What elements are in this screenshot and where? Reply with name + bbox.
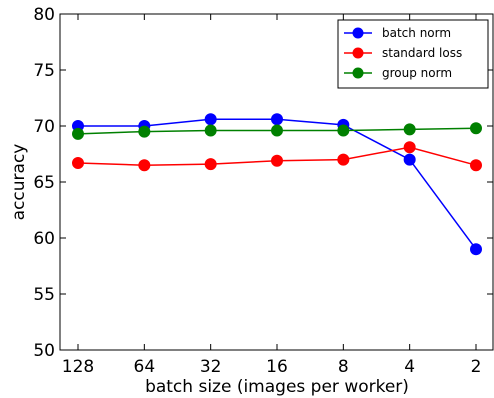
data-point [138, 159, 151, 172]
y-axis-label: accuracy [9, 144, 29, 221]
data-point [138, 125, 151, 138]
x-tick-label: 64 [134, 357, 156, 377]
data-point [204, 113, 217, 126]
data-point [337, 124, 350, 137]
x-axis-ticks: 128 64 32 16 8 4 2 [62, 14, 482, 377]
data-point [470, 122, 482, 135]
data-point [470, 159, 482, 172]
legend: batch norm standard loss group norm [337, 19, 489, 89]
data-point [72, 156, 84, 169]
data-point [337, 153, 350, 166]
series-layer [72, 113, 482, 256]
data-point [403, 141, 416, 154]
y-tick-label: 70 [33, 117, 55, 137]
x-axis-label: batch size (images per worker) [145, 377, 409, 397]
legend-label: batch norm [382, 26, 451, 40]
x-tick-label: 2 [471, 357, 482, 377]
series-line [78, 118, 477, 250]
data-point [470, 243, 482, 256]
x-tick-label: 16 [266, 357, 288, 377]
data-point [271, 113, 283, 126]
y-tick-label: 55 [33, 285, 55, 305]
data-point [271, 124, 283, 137]
data-point [403, 153, 416, 166]
y-tick-label: 65 [33, 173, 55, 193]
x-tick-label: 32 [200, 357, 222, 377]
legend-label: standard loss [382, 46, 462, 60]
legend-label: group norm [382, 66, 452, 80]
y-tick-label: 60 [33, 229, 55, 249]
x-tick-label: 128 [62, 357, 94, 377]
legend-marker [352, 47, 364, 59]
data-point [204, 124, 217, 137]
series-standard-loss [72, 141, 482, 172]
plot-area-frame [59, 13, 494, 351]
legend-marker [352, 67, 364, 79]
y-tick-label: 80 [33, 5, 55, 25]
series-group-norm [72, 122, 482, 140]
y-tick-label: 75 [33, 61, 55, 81]
data-point [72, 127, 84, 140]
data-point [403, 123, 416, 136]
y-tick-label: 50 [33, 341, 55, 361]
x-tick-label: 4 [404, 357, 415, 377]
data-point [204, 158, 217, 171]
data-point [271, 154, 283, 167]
x-tick-label: 8 [338, 357, 349, 377]
legend-marker [352, 27, 364, 39]
